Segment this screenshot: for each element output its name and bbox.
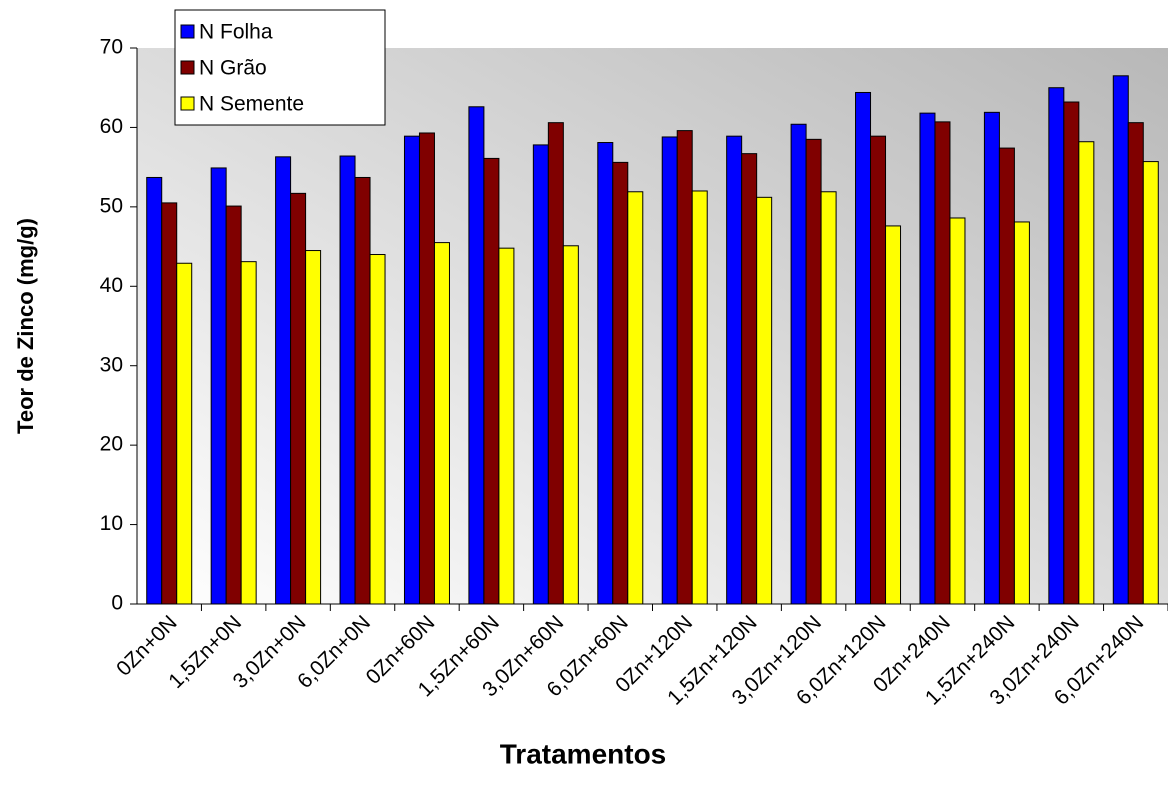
bar [146,176,163,605]
bar [949,217,966,605]
bar [790,123,807,605]
bar [225,205,242,605]
bar [305,250,322,605]
bar [1127,122,1144,605]
bar [726,135,743,605]
bar [870,135,887,605]
bar [756,196,773,605]
legend-label: N Folha [199,21,273,44]
bar [532,144,549,605]
bar [176,262,193,605]
legend-swatch [180,24,195,39]
bar [919,112,936,605]
bar [240,261,257,605]
bar [998,147,1015,605]
bar [403,135,420,605]
bar [820,191,837,605]
bar [855,91,872,605]
bar [418,132,435,605]
bar [547,122,564,605]
bar [1063,101,1080,605]
bar [805,138,822,605]
bar [483,157,500,605]
x-axis-title: Tratamentos [500,738,667,769]
y-tick-label: 30 [100,353,123,376]
bar [1013,221,1030,605]
y-tick-label: 60 [100,115,123,138]
legend-box [174,9,386,126]
bar [661,136,678,605]
bar [161,202,178,605]
bar [1112,75,1129,605]
legend-swatch [180,60,195,75]
y-tick-label: 0 [111,592,123,615]
bar [498,247,515,605]
bar [1078,141,1095,605]
bar [210,167,227,605]
bar [1142,161,1159,605]
y-tick-label: 10 [100,512,123,535]
legend-label: N Semente [199,93,304,116]
bar [934,121,951,605]
legend-label: N Grão [199,57,267,80]
bar [627,191,644,605]
bar [597,142,614,605]
bar [468,106,485,605]
bar [369,254,386,605]
bar [1048,87,1065,605]
y-tick-label: 70 [100,36,123,59]
bar [354,176,371,605]
bar [983,111,1000,605]
bar [676,130,693,605]
y-axis-title: Teor de Zinco (mg/g) [13,218,38,434]
bar [290,192,307,605]
bar [612,161,629,605]
y-tick-label: 20 [100,433,123,456]
y-tick-label: 50 [100,194,123,217]
bar [339,155,356,605]
bar [885,225,902,605]
bar [741,153,758,605]
bar [562,245,579,605]
legend-swatch [180,96,195,111]
bar [275,156,292,605]
bar [433,242,450,605]
bar [691,190,708,605]
y-tick-label: 40 [100,274,123,297]
